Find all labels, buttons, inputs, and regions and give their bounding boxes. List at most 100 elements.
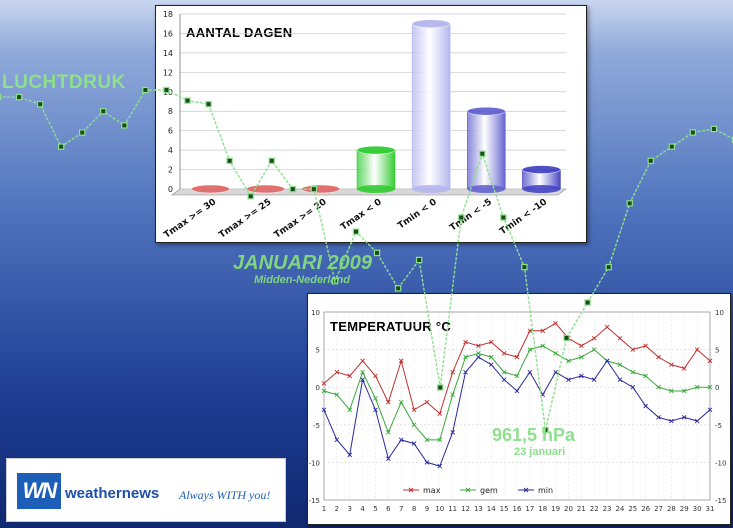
pressure-line [0,89,733,431]
data-point-min [604,358,610,364]
logo-mark: WN [17,473,61,509]
data-point-gem [360,369,365,375]
data-point-min [707,407,713,413]
pressure-point [100,108,107,115]
data-point-max [347,373,353,379]
y-tick-label-right: -10 [715,459,726,467]
days-chart-title: AANTAL DAGEN [186,25,293,40]
month-title: JANUARI 2009 [233,252,372,274]
x-tick-label: 10 [435,505,444,513]
y-tick-label-right: 0 [715,384,719,392]
pressure-point [268,157,275,165]
pressure-point [563,334,570,342]
legend-label: min [538,486,553,495]
data-point-max [591,336,597,341]
data-point-min [617,377,623,382]
data-point-max [604,324,610,330]
data-point-max [656,354,661,360]
days-chart-panel: AANTAL DAGEN 024681012141618Tmax >= 30Tm… [155,5,587,243]
data-point-max [681,366,687,371]
data-point-max [553,320,558,326]
x-tick-label: 24 [615,505,624,513]
data-point-gem [450,392,455,398]
logo-name: weathernews [65,485,160,502]
data-point-gem [591,347,597,352]
data-point-gem [656,384,661,390]
bar-top [191,184,230,194]
data-point-min [501,377,507,382]
x-tick-label: 3 [347,505,351,513]
minimum-pressure-date: 23 januari [514,446,566,458]
data-point-gem [321,388,327,394]
data-point-max [617,336,623,341]
pressure-point [437,384,444,391]
x-tick-label: 13 [474,505,483,513]
temperature-chart-panel: TEMPERATUUR °C 10 10 5 5 0 0 -5 -5 -10 -10 -15 -15 1… [307,293,731,525]
bar-top [522,165,561,174]
y-tick-label: -5 [313,422,320,430]
data-point-min [514,388,520,394]
y-tick-label: 8 [168,107,173,116]
data-point-max [540,328,546,334]
data-point-gem [411,422,417,428]
pressure-point [289,185,297,193]
data-point-max [643,343,648,349]
y-tick-label: 16 [163,29,173,38]
data-point-gem [514,373,520,379]
legend-marker [408,487,414,493]
data-point-min [398,437,404,443]
pressure-point [79,129,86,136]
data-point-max [334,369,340,375]
data-point-max [527,328,533,334]
pressure-point [521,263,528,271]
data-point-max [707,358,713,364]
x-tick-label: 27 [654,505,663,513]
data-point-max [694,347,700,352]
data-point-gem [501,369,507,375]
data-point-min [643,403,648,409]
pressure-point [584,299,591,306]
x-tick-label: 9 [425,505,429,513]
x-tick-label: 7 [399,505,403,513]
bar-body [466,110,506,190]
x-tick-label: 8 [412,505,416,513]
y-tick-label: 0 [168,185,173,194]
y-tick-label: 10 [311,309,320,317]
data-point-min [321,407,327,413]
data-point-gem [707,384,713,390]
x-tick-label: 11 [448,505,457,513]
y-tick-label: 4 [168,146,173,155]
data-point-max [669,362,674,367]
temperature-chart-title: TEMPERATUUR °C [330,319,452,334]
x-tick-label: 30 [693,505,702,513]
bar [411,19,451,193]
y-tick-label-right: -15 [715,497,726,505]
data-point-gem [386,430,391,435]
data-point-gem [694,384,700,390]
data-point-max [386,399,391,405]
legend-marker [523,487,529,493]
bar-top [356,145,396,155]
data-point-gem [553,351,558,356]
data-point-max [321,381,327,386]
data-point-gem [476,351,481,356]
y-tick-label: -15 [309,497,320,505]
pressure-point [415,256,423,264]
data-point-max [411,407,417,413]
data-point-gem [617,362,623,367]
data-point-gem [488,354,494,360]
data-point-max [579,343,584,349]
data-point-min [373,407,378,413]
data-point-max [424,399,430,405]
data-point-min [347,452,353,458]
data-point-min [694,418,700,424]
data-point-min [386,456,391,461]
data-point-gem [398,399,404,405]
bar [246,184,285,194]
data-point-min [553,369,558,375]
data-point-max [450,369,455,375]
data-point-max [501,351,507,356]
legend-label: max [423,486,441,495]
